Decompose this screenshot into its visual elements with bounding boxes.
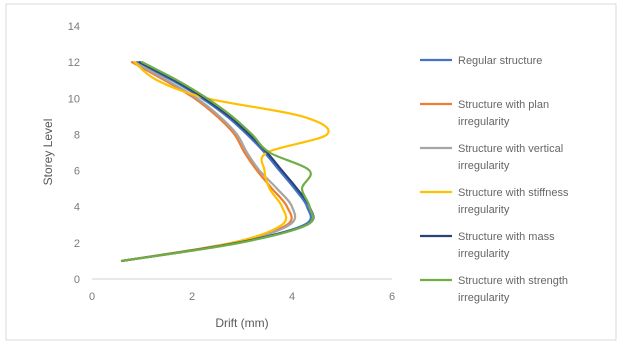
legend-label: Regular structure [458,55,542,67]
legend-item-regular-structure: Regular structure [420,55,542,67]
y-tick-label: 0 [74,274,80,286]
legend-item-structure-with-strength-irregularity: Structure with strength irregularity [420,275,568,304]
legend-item-structure-with-stiffness-irregularity: Structure with stiffness irregularity [420,187,569,216]
legend-item-structure-with-vertical-irregularity: Structure with vertical irregularity [420,143,563,172]
legend: Regular structure Structure with plan irre… [420,55,569,304]
series-line-structure-with-strength-irregularity [120,61,315,263]
legend-label: irregularity [458,204,510,216]
legend-label: Structure with mass [458,231,555,243]
axes-group: 0 2 4 6 8 10 12 14 0 2 4 6 [68,21,395,303]
y-tick-label: 6 [74,166,80,178]
y-tick-label: 12 [68,57,80,69]
series-group [120,61,330,263]
x-tick-label: 0 [89,291,95,303]
legend-label: irregularity [458,160,510,172]
x-tick-label: 4 [289,291,295,303]
legend-label: irregularity [458,248,510,260]
series-line-structure-with-vertical-irregularity [120,61,297,263]
legend-label: irregularity [458,116,510,128]
y-tick-label: 2 [74,238,80,250]
legend-label: Structure with strength [458,275,568,287]
x-tick-label: 6 [389,291,395,303]
x-tick-label: 2 [189,291,195,303]
legend-item-structure-with-mass-irregularity: Structure with mass irregularity [420,231,555,260]
legend-label: Structure with vertical [458,143,563,155]
legend-item-structure-with-plan-irregularity: Structure with plan irregularity [420,99,549,128]
y-axis-title: Storey Level [41,119,55,186]
x-axis-title: Drift (mm) [215,316,268,330]
legend-label: Structure with stiffness [458,187,569,199]
y-tick-label: 8 [74,129,80,141]
y-tick-label: 4 [74,202,80,214]
legend-label: irregularity [458,292,510,304]
y-tick-label: 10 [68,93,80,105]
y-tick-label: 14 [68,21,80,33]
legend-label: Structure with plan [458,99,549,111]
